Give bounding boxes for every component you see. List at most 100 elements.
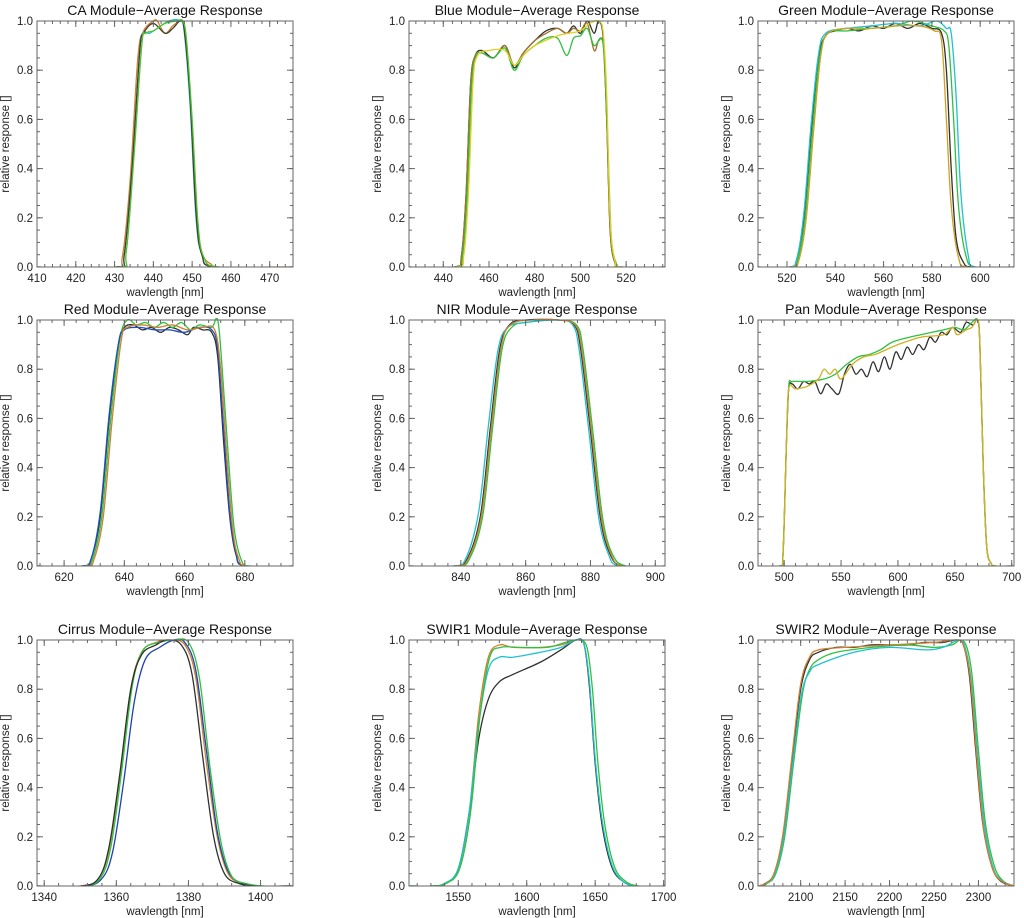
- series-line: [37, 324, 293, 566]
- series-line: [758, 639, 1014, 886]
- plot-frame: [757, 639, 1015, 887]
- y-axis-label: relative response []: [721, 714, 733, 811]
- y-tick-label: 0.4: [738, 463, 755, 475]
- series-group: [758, 639, 1014, 886]
- x-tick-label: 1700: [651, 892, 677, 904]
- y-tick-label: 1.0: [17, 315, 33, 327]
- y-tick-label: 0.6: [17, 413, 33, 425]
- x-tick-label: 520: [777, 273, 796, 285]
- series-line: [37, 638, 293, 886]
- x-tick-label: 2150: [832, 892, 858, 904]
- x-tick-label: 500: [571, 273, 590, 285]
- chart-title: NIR Module−Average Response: [437, 301, 638, 317]
- chart-title: CA Module−Average Response: [67, 2, 263, 18]
- chart-panel: SWIR1 Module−Average Response wavlength […: [372, 621, 676, 918]
- y-tick-label: 0.2: [389, 213, 405, 225]
- y-tick-label: 0.2: [17, 832, 33, 844]
- y-tick-label: 0.0: [389, 561, 405, 573]
- y-tick-label: 0.4: [389, 463, 406, 475]
- series-line: [758, 20, 1014, 267]
- y-tick-label: 1.0: [389, 16, 405, 28]
- x-tick-label: 600: [971, 273, 990, 285]
- series-line: [37, 639, 293, 886]
- series-line: [409, 638, 665, 886]
- plot-frame: [36, 20, 294, 268]
- x-tick-label: 620: [55, 572, 74, 584]
- y-tick-label: 0.4: [738, 164, 755, 176]
- series-line: [37, 19, 293, 267]
- series-line: [758, 24, 1014, 267]
- series-line: [409, 19, 665, 267]
- series-line: [37, 638, 293, 886]
- x-tick-label: 640: [115, 572, 134, 584]
- y-tick-label: 0.2: [17, 213, 33, 225]
- chart-panel: CA Module−Average Response wavlength [nm]…: [0, 2, 294, 299]
- y-tick-label: 0.0: [389, 881, 405, 893]
- y-tick-label: 0.4: [17, 463, 34, 475]
- series-line: [37, 324, 293, 566]
- y-tick-label: 0.2: [389, 832, 405, 844]
- x-axis-label: wavlength [nm]: [497, 586, 575, 598]
- series-group: [409, 638, 665, 886]
- series-line: [758, 318, 1014, 566]
- x-tick-label: 2200: [877, 892, 903, 904]
- x-tick-label: 1550: [445, 892, 471, 904]
- series-line: [409, 638, 665, 886]
- chart-title: SWIR1 Module−Average Response: [426, 621, 647, 637]
- series-line: [409, 20, 665, 267]
- series-line: [409, 318, 665, 566]
- series-line: [37, 19, 293, 267]
- y-tick-label: 0.2: [738, 512, 754, 524]
- x-axis-label: wavlength [nm]: [846, 586, 924, 598]
- chart-panel: SWIR2 Module−Average Response wavlength […: [721, 621, 1015, 918]
- y-axis-label: relative response []: [0, 394, 12, 491]
- x-tick-label: 420: [66, 273, 85, 285]
- y-tick-label: 0.2: [17, 512, 33, 524]
- x-tick-label: 1600: [514, 892, 540, 904]
- series-group: [409, 318, 665, 566]
- chart-panel: Green Module−Average Response wavlength […: [721, 2, 1015, 299]
- x-axis-label: wavlength [nm]: [846, 906, 924, 918]
- x-tick-label: 550: [831, 572, 850, 584]
- y-tick-label: 0.0: [17, 881, 33, 893]
- chart-panel: Blue Module−Average Response wavlength [n…: [372, 2, 666, 299]
- series-line: [37, 326, 293, 566]
- chart-title: Pan Module−Average Response: [785, 301, 987, 317]
- y-tick-label: 0.4: [389, 164, 406, 176]
- series-line: [758, 639, 1014, 886]
- y-tick-label: 0.0: [17, 561, 33, 573]
- y-tick-label: 1.0: [17, 16, 33, 28]
- plot-frame: [757, 319, 1015, 567]
- x-tick-label: 880: [581, 572, 600, 584]
- series-line: [37, 20, 293, 267]
- y-tick-label: 0.6: [738, 733, 754, 745]
- x-tick-label: 660: [175, 572, 194, 584]
- y-axis-label: relative response []: [721, 95, 733, 192]
- chart-panel: Pan Module−Average Response wavlength [nm…: [721, 301, 1021, 598]
- y-tick-label: 1.0: [389, 635, 405, 647]
- y-tick-label: 0.0: [738, 561, 754, 573]
- plot-frame: [757, 20, 1015, 268]
- x-tick-label: 1360: [104, 892, 130, 904]
- y-tick-label: 0.6: [17, 733, 33, 745]
- x-tick-label: 440: [144, 273, 163, 285]
- series-group: [758, 318, 1014, 566]
- x-tick-label: 500: [775, 572, 794, 584]
- x-tick-label: 2250: [921, 892, 947, 904]
- y-tick-label: 0.4: [738, 783, 755, 795]
- series-line: [37, 639, 293, 886]
- series-line: [758, 20, 1014, 267]
- x-tick-label: 580: [922, 273, 941, 285]
- plot-frame: [408, 639, 666, 887]
- series-group: [37, 318, 293, 566]
- x-axis-label: wavlength [nm]: [497, 287, 575, 299]
- plot-frame: [408, 20, 666, 268]
- x-tick-label: 520: [617, 273, 636, 285]
- x-tick-label: 480: [525, 273, 544, 285]
- series-line: [37, 318, 293, 566]
- y-tick-label: 0.2: [389, 512, 405, 524]
- x-tick-label: 1380: [176, 892, 202, 904]
- x-tick-label: 1650: [582, 892, 608, 904]
- plot-frame: [36, 319, 294, 567]
- series-group: [37, 19, 293, 267]
